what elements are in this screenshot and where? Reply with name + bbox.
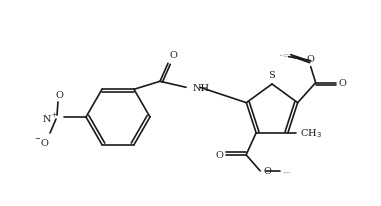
Text: CH$_3$: CH$_3$ (300, 127, 322, 140)
Text: O: O (55, 91, 63, 99)
Text: S: S (269, 71, 275, 80)
Text: NH: NH (193, 83, 210, 92)
Text: O: O (339, 79, 347, 88)
Text: N$^+$: N$^+$ (42, 111, 59, 124)
Text: O: O (307, 54, 315, 63)
Text: methyl_ch3: methyl_ch3 (284, 55, 292, 57)
Text: O: O (215, 151, 223, 160)
Text: $^{-}$O: $^{-}$O (34, 136, 49, 147)
Text: O: O (263, 166, 271, 176)
Text: methoxy2: methoxy2 (284, 170, 291, 172)
Text: O: O (170, 51, 178, 60)
Text: methyl: methyl (280, 55, 285, 56)
Text: methoxy: methoxy (284, 54, 290, 55)
